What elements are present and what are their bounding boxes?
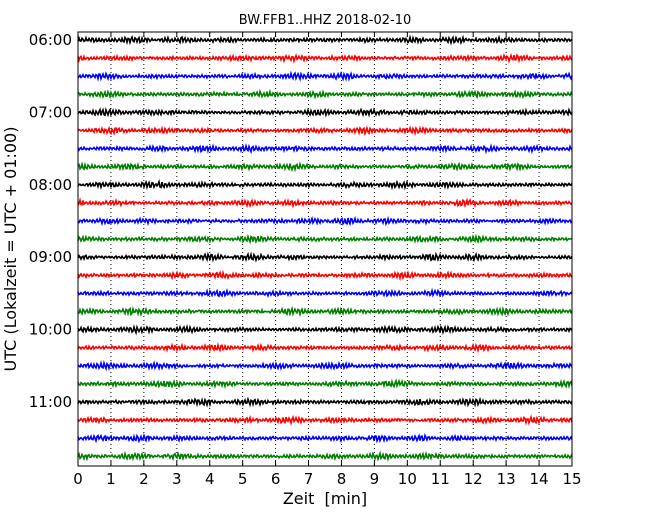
trace-1045 bbox=[77, 378, 573, 390]
trace-0600 bbox=[77, 34, 573, 46]
trace-0945 bbox=[78, 305, 573, 318]
trace-1100 bbox=[77, 396, 573, 408]
x-axis-label: Zeit [min] bbox=[283, 489, 367, 508]
trace-1030 bbox=[77, 359, 573, 372]
trace-1130 bbox=[77, 432, 573, 444]
seismic-traces bbox=[77, 34, 573, 462]
trace-1000 bbox=[77, 323, 573, 336]
x-tick-label: 2 bbox=[139, 470, 149, 488]
x-tick-label: 1 bbox=[106, 470, 116, 488]
x-tick-label: 14 bbox=[530, 470, 549, 488]
trace-0730 bbox=[77, 142, 573, 155]
x-tick-label: 7 bbox=[304, 470, 314, 488]
x-tick-label: 11 bbox=[431, 470, 450, 488]
x-axis: 0 1 2 3 4 5 6 7 8 9 10 11 12 13 14 15 bbox=[73, 32, 582, 488]
y-tick-label: 10:00 bbox=[29, 321, 72, 339]
trace-1145 bbox=[77, 450, 573, 462]
trace-0830 bbox=[77, 215, 573, 227]
x-tick-label: 9 bbox=[370, 470, 380, 488]
y-axis: 06:00 07:00 08:00 09:00 10:00 11:00 bbox=[29, 31, 572, 411]
x-tick-label: 0 bbox=[73, 470, 83, 488]
trace-0715 bbox=[77, 125, 573, 137]
trace-0615 bbox=[77, 52, 573, 65]
x-tick-label: 4 bbox=[205, 470, 215, 488]
y-tick-label: 08:00 bbox=[29, 176, 72, 194]
trace-0700 bbox=[77, 107, 573, 118]
plot-frame bbox=[77, 31, 573, 467]
y-tick-label: 11:00 bbox=[29, 393, 72, 411]
trace-1115 bbox=[77, 414, 573, 426]
trace-0900 bbox=[77, 251, 573, 263]
x-tick-label: 12 bbox=[464, 470, 483, 488]
x-tick-label: 15 bbox=[562, 470, 581, 488]
x-tick-label: 10 bbox=[398, 470, 417, 488]
chart-title: BW.FFB1..HHZ 2018-02-10 bbox=[239, 13, 412, 28]
trace-0630 bbox=[77, 70, 573, 82]
grid-lines bbox=[110, 32, 540, 466]
y-axis-label: UTC (Lokalzeit = UTC + 01:00) bbox=[1, 127, 20, 372]
trace-0815 bbox=[77, 197, 573, 209]
trace-0800 bbox=[77, 178, 573, 191]
trace-0930 bbox=[77, 287, 573, 299]
y-tick-label: 06:00 bbox=[29, 31, 72, 49]
trace-0645 bbox=[77, 88, 573, 100]
x-tick-label: 13 bbox=[497, 470, 516, 488]
x-tick-label: 8 bbox=[337, 470, 347, 488]
trace-0915 bbox=[77, 269, 573, 282]
y-tick-label: 07:00 bbox=[29, 103, 72, 121]
trace-1015 bbox=[77, 342, 573, 354]
trace-0745 bbox=[77, 161, 573, 173]
plot-background bbox=[78, 32, 572, 466]
x-tick-label: 5 bbox=[238, 470, 248, 488]
x-tick-label: 3 bbox=[172, 470, 182, 488]
x-tick-label: 6 bbox=[271, 470, 281, 488]
y-tick-label: 09:00 bbox=[29, 248, 72, 266]
trace-0845 bbox=[77, 233, 573, 245]
